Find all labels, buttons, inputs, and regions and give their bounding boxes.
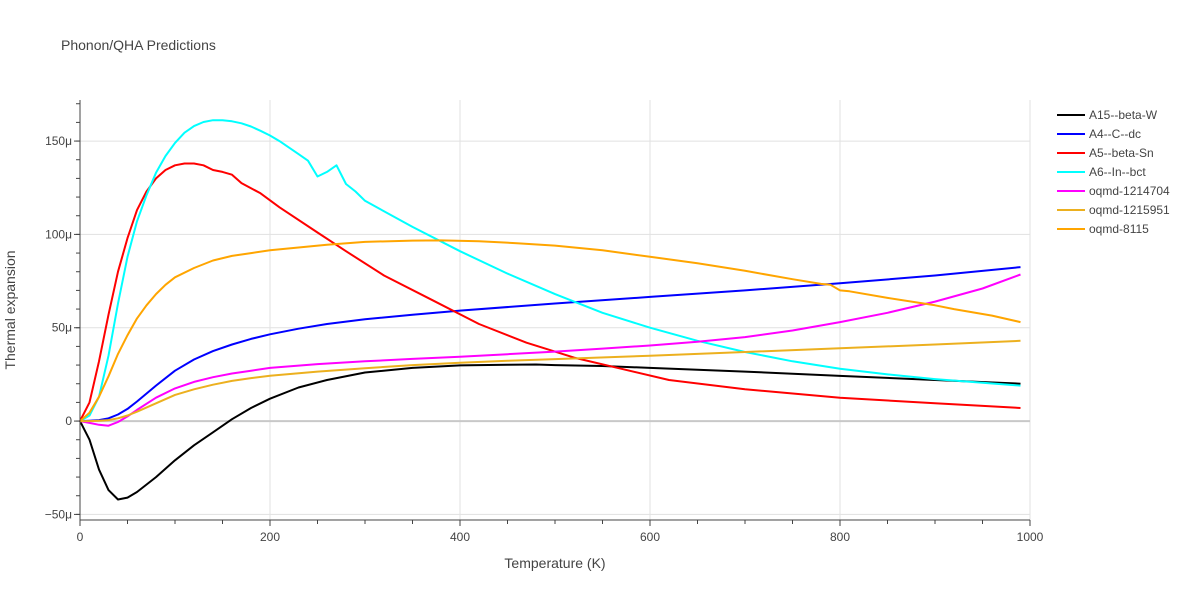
legend-item-oqmd-1214704[interactable]: oqmd-1214704 (1057, 184, 1170, 198)
legend-item-a4-c-dc[interactable]: A4--C--dc (1057, 127, 1141, 141)
series-line-a15-beta-w (79, 363, 1021, 501)
y-tick-label: 50μ (52, 321, 72, 335)
legend-item-a5-beta-sn[interactable]: A5--beta-Sn (1057, 146, 1154, 160)
y-tick-label: 150μ (45, 134, 72, 148)
axes-layer: 0 200 400 600 800 1000 −50μ 0 50μ 100μ 150μ (45, 100, 1044, 544)
x-tick-label: 200 (260, 530, 280, 544)
y-tick-label: 100μ (45, 227, 72, 241)
grid-layer (80, 100, 1031, 520)
series-line-oqmd-8115 (79, 239, 1021, 422)
legend[interactable]: A15--beta-W A4--C--dc A5--beta-Sn A6--In--b… (1057, 108, 1170, 236)
legend-item-oqmd-1215951[interactable]: oqmd-1215951 (1057, 203, 1170, 217)
series-line-oqmd-1214704 (79, 273, 1021, 427)
legend-label: A15--beta-W (1089, 108, 1158, 122)
y-tick-label: −50μ (45, 507, 72, 521)
y-axis-title: Thermal expansion (2, 250, 18, 369)
legend-item-a15-beta-w[interactable]: A15--beta-W (1057, 108, 1158, 122)
series-layer (79, 119, 1021, 501)
legend-label: A4--C--dc (1089, 127, 1141, 141)
legend-label: oqmd-8115 (1089, 222, 1149, 236)
x-tick-label: 800 (830, 530, 850, 544)
legend-label: A6--In--bct (1089, 165, 1146, 179)
y-tick-label: 0 (65, 414, 72, 428)
legend-item-oqmd-8115[interactable]: oqmd-8115 (1057, 222, 1149, 236)
x-axis-title: Temperature (K) (504, 555, 605, 571)
series-line-a5-beta-sn (79, 162, 1021, 422)
series-line-a4-c-dc (79, 266, 1021, 423)
legend-label: oqmd-1214704 (1089, 184, 1170, 198)
legend-label: A5--beta-Sn (1089, 146, 1154, 160)
legend-item-a6-in-bct[interactable]: A6--In--bct (1057, 165, 1146, 179)
x-tick-label: 600 (640, 530, 660, 544)
chart-title: Phonon/QHA Predictions (61, 37, 216, 53)
series-line-oqmd-1215951 (80, 339, 1021, 423)
x-tick-label: 400 (450, 530, 470, 544)
x-tick-label: 1000 (1017, 530, 1044, 544)
legend-label: oqmd-1215951 (1089, 203, 1170, 217)
x-tick-label: 0 (77, 530, 84, 544)
series-line-a6-in-bct (79, 119, 1021, 422)
